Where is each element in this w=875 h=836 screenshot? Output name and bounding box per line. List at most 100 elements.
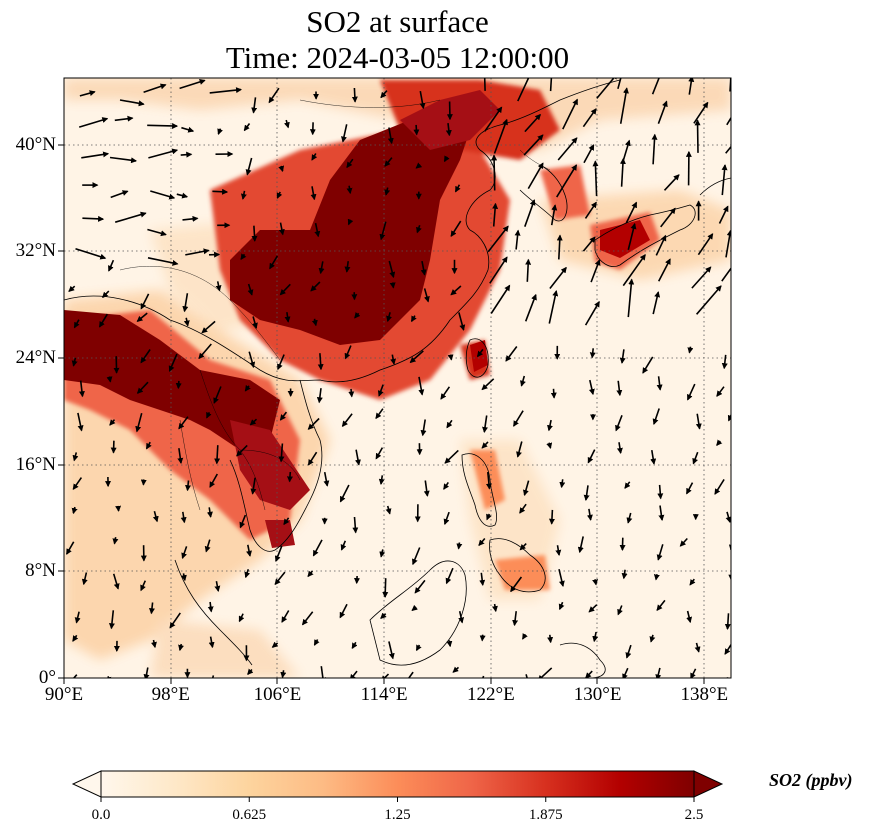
wind-arrow: [485, 472, 492, 490]
wind-arrow: [115, 505, 122, 512]
wind-arrow: [524, 199, 536, 227]
wind-arrow: [323, 471, 330, 487]
wind-arrow: [592, 160, 599, 197]
wind-arrow: [341, 124, 348, 143]
wind-arrow: [412, 547, 421, 566]
wind-arrow: [732, 291, 737, 312]
wind-arrow: [724, 613, 731, 630]
wind-arrow: [550, 204, 558, 226]
wind-arrow: [456, 542, 463, 550]
wind-arrow: [240, 253, 247, 261]
wind-arrow: [252, 316, 258, 329]
wind-arrow: [505, 346, 518, 362]
wind-arrow: [283, 119, 290, 129]
wind-arrow: [616, 442, 623, 454]
wind-arrow: [582, 108, 597, 128]
wind-arrow: [454, 184, 461, 193]
wind-arrow: [182, 293, 189, 313]
wind-arrow: [549, 266, 567, 289]
wind-arrow: [590, 259, 601, 283]
wind-arrow: [416, 224, 422, 234]
wind-arrow: [657, 258, 671, 282]
wind-arrow: [180, 511, 187, 524]
wind-arrow: [724, 643, 731, 655]
wind-arrow: [352, 516, 359, 534]
wind-arrow: [616, 380, 623, 397]
x-tick-label: 138°E: [680, 684, 729, 705]
wind-arrow: [108, 259, 115, 272]
wind-arrow: [537, 667, 553, 678]
wind-arrow: [519, 503, 527, 514]
wind-arrow: [119, 99, 145, 107]
wind-arrow: [443, 481, 450, 490]
colorbar-tick-label: 0.625: [232, 807, 267, 823]
wind-arrow: [583, 144, 595, 164]
wind-arrow: [346, 158, 354, 169]
wind-arrow: [585, 670, 593, 678]
colorbar-gradient: [100, 770, 695, 798]
wind-arrow: [622, 253, 646, 287]
wind-arrow: [143, 667, 150, 678]
wind-arrow: [419, 90, 426, 110]
wind-arrow: [251, 97, 258, 114]
wind-arrow: [312, 539, 323, 557]
wind-arrow: [619, 157, 626, 187]
wind-arrow: [414, 579, 426, 594]
wind-arrow: [694, 642, 701, 653]
wind-arrow: [642, 356, 654, 374]
wind-arrow: [622, 667, 629, 678]
wind-arrow: [415, 162, 423, 169]
wind-arrow: [388, 260, 396, 279]
wind-arrow: [548, 509, 555, 525]
wind-arrow: [657, 484, 664, 500]
colorbar-max-extension: [693, 770, 724, 798]
wind-arrow: [136, 312, 148, 322]
wind-arrow: [649, 634, 656, 643]
wind-arrow: [375, 408, 384, 420]
wind-arrow: [215, 281, 222, 292]
wind-arrow: [584, 300, 600, 326]
wind-arrow: [388, 641, 395, 660]
wind-arrow: [413, 124, 420, 136]
wind-arrow: [558, 569, 565, 587]
wind-arrow: [446, 419, 453, 429]
wind-arrow: [458, 611, 465, 624]
wind-arrow: [546, 442, 553, 449]
wind-arrow: [311, 318, 318, 327]
wind-arrow: [310, 186, 317, 201]
wind-arrow: [354, 312, 361, 319]
wind-arrow: [250, 477, 257, 495]
wind-arrow: [72, 452, 79, 462]
wind-arrow: [726, 116, 731, 126]
wind-arrow: [588, 604, 598, 613]
wind-arrow: [314, 222, 321, 238]
wind-arrow: [140, 580, 147, 592]
wind-arrow: [411, 604, 418, 612]
wind-arrow: [268, 87, 280, 104]
wind-arrow: [145, 441, 152, 450]
wind-arrow: [656, 544, 664, 561]
wind-arrow: [247, 668, 254, 676]
wind-arrow: [351, 641, 358, 650]
wind-arrow: [714, 478, 725, 495]
wind-arrow: [251, 225, 258, 242]
wind-arrow: [246, 544, 252, 557]
wind-arrow: [686, 383, 696, 401]
wind-arrow: [178, 643, 184, 652]
wind-arrow: [81, 572, 88, 586]
wind-arrow: [382, 578, 389, 598]
wind-arrow: [525, 258, 532, 282]
wind-arrow: [248, 351, 256, 369]
wind-arrow: [348, 388, 355, 398]
x-tick-label: 90°E: [44, 684, 84, 705]
wind-arrow: [207, 601, 214, 613]
wind-arrow: [168, 353, 178, 373]
wind-arrow: [243, 123, 251, 132]
wind-arrow: [73, 319, 80, 329]
wind-arrow: [310, 281, 321, 292]
wind-arrow: [283, 517, 290, 526]
wind-arrow: [524, 113, 541, 133]
wind-arrow: [78, 380, 85, 398]
y-tick-label: 0°: [38, 667, 56, 688]
wind-arrow: [355, 449, 361, 466]
